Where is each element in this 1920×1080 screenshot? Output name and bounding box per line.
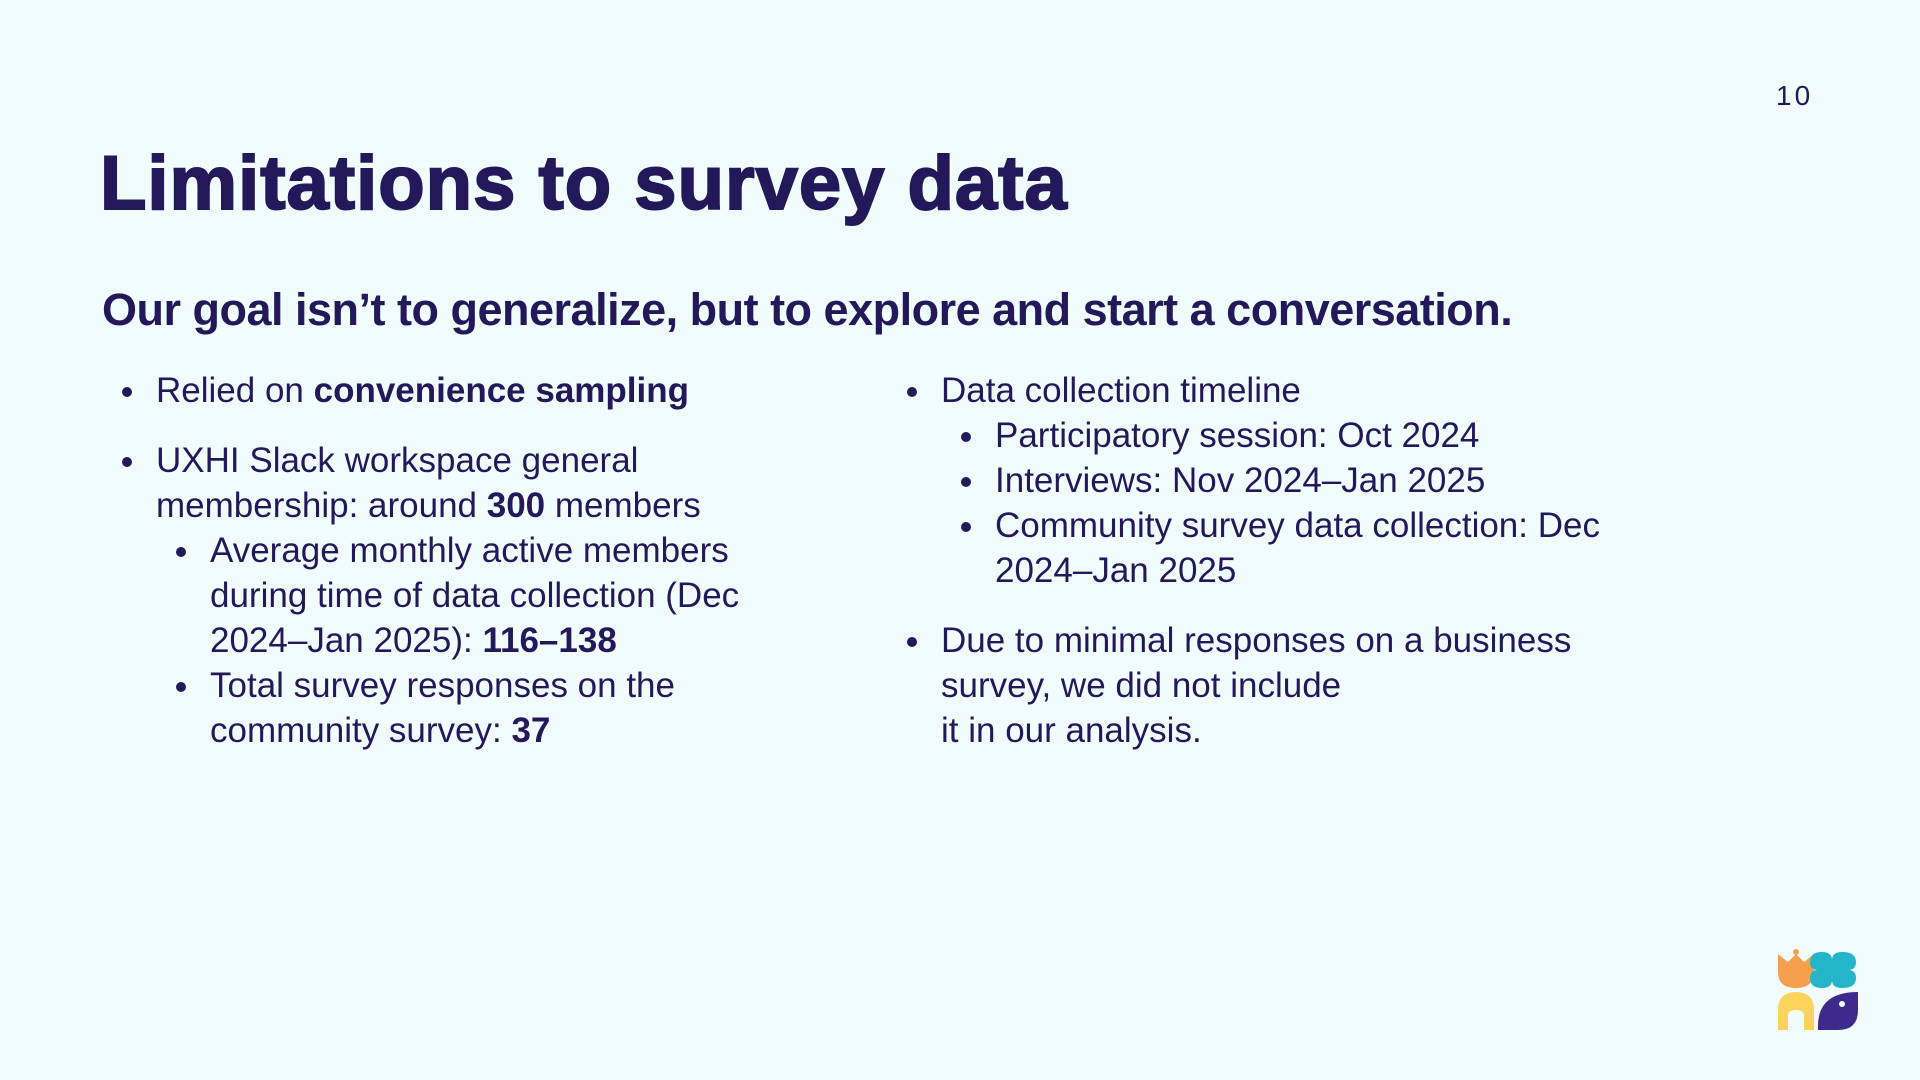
- list-item-membership: UXHI Slack workspace general membership:…: [120, 438, 800, 753]
- list-item-sampling: Relied on convenience sampling: [120, 368, 800, 413]
- right-column: Data collection timeline Participatory s…: [905, 368, 1665, 753]
- logo-orange-dot: [1793, 949, 1799, 955]
- logo-bird-eye: [1839, 1001, 1845, 1007]
- item-text: members: [545, 486, 701, 525]
- logo-orange-tulip: [1778, 954, 1814, 988]
- item-emphasis: 37: [511, 711, 551, 750]
- item-line: survey, we did not include: [941, 666, 1342, 705]
- logo-yellow-arch: [1778, 992, 1814, 1030]
- page-subtitle: Our goal isn’t to generalize, but to exp…: [102, 284, 1513, 335]
- item-line: it in our analysis.: [941, 711, 1202, 750]
- item-emphasis: 116–138: [482, 621, 617, 660]
- list-item-participatory: Participatory session: Oct 2024: [959, 413, 1665, 458]
- membership-sublist: Average monthly active members during ti…: [156, 528, 800, 753]
- list-item-community-survey: Community survey data collection: Dec 20…: [959, 503, 1665, 593]
- item-emphasis: convenience sampling: [313, 371, 690, 410]
- page-title: Limitations to survey data: [99, 140, 1068, 227]
- list-item-interviews: Interviews: Nov 2024–Jan 2025: [959, 458, 1665, 503]
- right-bullet-list: Data collection timeline Participatory s…: [905, 368, 1665, 753]
- list-item-timeline: Data collection timeline Participatory s…: [905, 368, 1665, 593]
- left-bullet-list: Relied on convenience sampling UXHI Slac…: [120, 368, 800, 753]
- logo-teal-cross: [1810, 952, 1856, 988]
- list-item-business-survey: Due to minimal responses on a business s…: [905, 618, 1665, 753]
- item-line: Due to minimal responses on a business: [941, 621, 1572, 660]
- timeline-sublist: Participatory session: Oct 2024 Intervie…: [941, 413, 1665, 593]
- left-column: Relied on convenience sampling UXHI Slac…: [120, 368, 800, 753]
- list-item-active-members: Average monthly active members during ti…: [174, 528, 800, 663]
- page-number: 10: [1776, 80, 1814, 111]
- item-text: Data collection timeline: [941, 371, 1301, 410]
- item-text: UXHI Slack workspace general membership:…: [156, 441, 639, 525]
- uxhi-logo-icon: [1776, 948, 1860, 1032]
- item-emphasis: 300: [486, 486, 546, 525]
- item-text: Relied on: [156, 371, 314, 410]
- logo-purple-bird: [1817, 992, 1858, 1030]
- item-text: Total survey responses on the community …: [210, 666, 675, 750]
- list-item-survey-responses: Total survey responses on the community …: [174, 663, 800, 753]
- item-text: Average monthly active members during ti…: [210, 531, 740, 660]
